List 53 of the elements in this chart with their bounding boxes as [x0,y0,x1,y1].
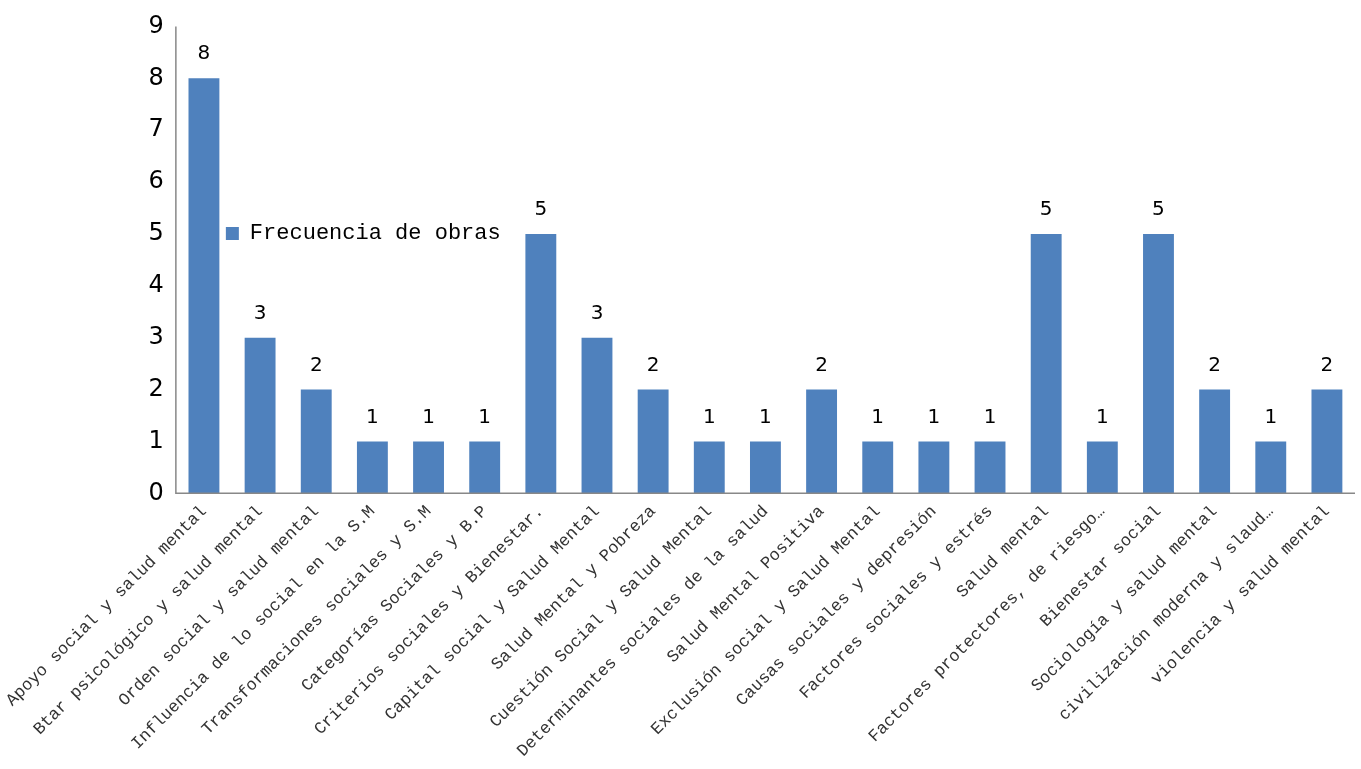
data-label: 1 [1264,403,1278,428]
bar [974,441,1006,494]
data-label: 1 [422,403,435,428]
bar [413,441,444,494]
bar [693,441,725,494]
bar [300,389,332,494]
bar [581,337,613,494]
data-label: 1 [1095,403,1109,428]
y-tick-label: 9 [148,10,164,39]
data-label: 5 [1152,196,1165,221]
bar [1199,389,1231,494]
data-label: 3 [590,299,604,324]
bar [637,389,669,494]
y-tick-label: 7 [148,114,164,143]
bar [1086,441,1118,494]
data-label: 2 [309,351,323,376]
bar [1311,389,1343,494]
data-label: 5 [534,196,548,221]
bar [862,441,894,494]
bar [244,337,276,494]
bar [356,441,388,494]
y-tick-label: 1 [148,425,164,454]
bar [1255,441,1287,494]
data-label: 2 [1320,351,1334,376]
data-label: 1 [927,403,941,428]
bar [1143,233,1174,494]
y-tick-label: 8 [148,62,164,91]
bar [188,78,220,494]
bar [918,441,950,494]
y-tick-label: 0 [148,477,164,506]
bar [469,441,501,494]
bar [749,441,781,494]
bar [806,389,838,494]
data-label: 1 [702,403,716,428]
y-tick-label: 2 [148,373,164,402]
data-label: 1 [759,403,772,428]
data-label: 2 [1208,351,1221,376]
data-label: 3 [253,299,267,324]
bar [525,233,557,494]
data-label: 8 [197,40,211,65]
data-label: 1 [478,403,492,428]
data-label: 2 [815,351,828,376]
data-label: 1 [366,403,379,428]
data-label: 1 [871,403,885,428]
data-label: 2 [646,351,660,376]
y-tick-label: 4 [148,270,164,299]
data-label: 1 [983,403,997,428]
y-tick-label: 5 [148,218,164,247]
bar [1030,233,1062,494]
y-tick-label: 3 [148,321,164,350]
y-tick-label: 6 [148,166,164,195]
legend-label: Frecuencia de obras [249,221,501,247]
data-label: 5 [1039,196,1053,221]
